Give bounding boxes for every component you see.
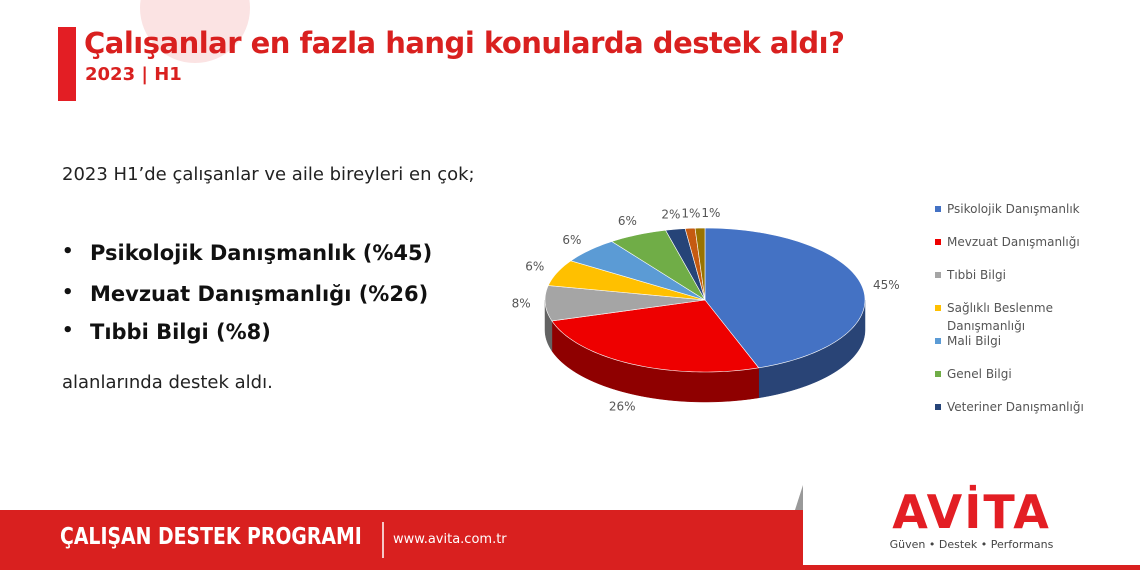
legend-item: Mevzuat Danışmanlığı	[935, 233, 1107, 251]
slice	[704, 227, 866, 369]
bullet: Tıbbi Bilgi (%8)	[62, 320, 271, 344]
slice	[665, 228, 706, 301]
logo-box	[803, 485, 1140, 565]
legend-label: Mali Bilgi	[947, 334, 1002, 348]
legend-item: Genel Bilgi	[935, 365, 1107, 383]
slice	[547, 260, 706, 301]
legend-label: Mevzuat Danışmanlığı	[947, 235, 1080, 249]
data-label: 6%	[618, 214, 637, 228]
data-label: 26%	[609, 400, 636, 414]
legend-item: Mali Bilgi	[935, 332, 1107, 350]
bullet: Psikolojik Danışmanlık (%45)	[62, 241, 432, 265]
legend-item: Sağlıklı Beslenme Danışmanlığı	[935, 299, 1107, 335]
data-label: 45%	[873, 278, 900, 292]
slice	[694, 227, 706, 301]
intro-text: 2023 H1’de çalışanlar ve aile bireyleri …	[62, 164, 475, 185]
data-label: 6%	[562, 233, 581, 247]
title: Çalışanlar en fazla hangi konularda dest…	[84, 26, 845, 60]
decor-triangle	[795, 485, 803, 510]
subtitle: 2023 | H1	[85, 64, 182, 85]
legend-swatch	[935, 239, 941, 245]
legend-label: Sağlıklı Beslenme Danışmanlığı	[947, 301, 1053, 333]
legend-label: Psikolojik Danışmanlık	[947, 202, 1080, 216]
outro-text: alanlarında destek aldı.	[62, 372, 273, 393]
logo: AVİTA	[892, 485, 1051, 539]
decor-circle	[140, 0, 250, 63]
bullet: Mevzuat Danışmanlığı (%26)	[62, 282, 428, 306]
legend-label: Tıbbi Bilgi	[947, 268, 1006, 282]
legend-item: Tıbbi Bilgi	[935, 266, 1107, 284]
legend-item: Psikolojik Danışmanlık	[935, 200, 1107, 218]
slice	[570, 241, 706, 301]
slice	[551, 299, 760, 373]
legend-swatch	[935, 338, 941, 344]
website: www.avita.com.tr	[393, 532, 507, 547]
tagline: Güven • Destek • Performans	[889, 538, 1054, 551]
slice	[544, 285, 706, 322]
legend-swatch	[935, 404, 941, 410]
legend-swatch	[935, 206, 941, 212]
pie: 45%26%8%6%6%6% 2% 1% 1%	[512, 206, 900, 414]
data-label: 8%	[512, 297, 531, 311]
title-bar	[58, 27, 76, 101]
data-label: 2%	[661, 208, 680, 222]
legend-label: Veteriner Danışmanlığı	[947, 400, 1084, 414]
data-label: 1%	[681, 206, 700, 220]
legend-swatch	[935, 272, 941, 278]
data-label: 1%	[701, 206, 720, 220]
legend-swatch	[935, 371, 941, 377]
program-name: ÇALIŞAN DESTEK PROGRAMI	[60, 524, 362, 550]
legend-item: Veteriner Danışmanlığı	[935, 398, 1107, 416]
data-label: 6%	[525, 260, 544, 274]
legend-label: Genel Bilgi	[947, 367, 1012, 381]
legend-swatch	[935, 305, 941, 311]
slice	[611, 229, 706, 301]
